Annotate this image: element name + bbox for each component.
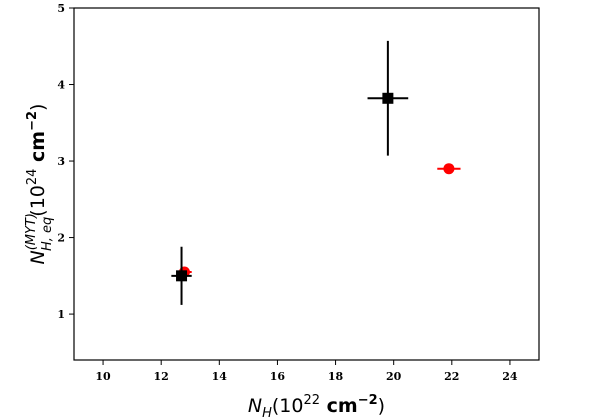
plot-frame <box>73 7 540 361</box>
y-tick-label: 2 <box>57 232 65 245</box>
data-points <box>171 40 461 305</box>
x-tick-label: 20 <box>386 370 402 383</box>
axis-labels: NH(1022 cm−2) N(MYT)H, eq(1024 cm−2) <box>24 104 385 419</box>
circle-marker <box>443 163 455 175</box>
x-tick-label: 22 <box>444 370 459 383</box>
black-square-point <box>171 246 192 305</box>
y-tick-label: 3 <box>57 155 65 168</box>
square-marker <box>176 270 188 282</box>
x-tick-label: 16 <box>270 370 286 383</box>
x-tick-label: 10 <box>95 370 111 383</box>
y-tick-label: 4 <box>57 79 65 92</box>
square-marker <box>382 92 394 104</box>
y-tick-label: 1 <box>57 308 65 321</box>
x-axis-label: NH(1022 cm−2) <box>248 393 385 419</box>
x-tick-label: 12 <box>154 370 169 383</box>
black-square-point <box>367 40 409 156</box>
x-tick-label: 14 <box>212 370 228 383</box>
y-axis-label: N(MYT)H, eq(1024 cm−2) <box>24 104 55 265</box>
y-tick-label: 5 <box>57 2 65 15</box>
x-tick-label: 18 <box>328 370 344 383</box>
red-circle-point <box>437 163 461 175</box>
x-tick-label: 24 <box>502 370 518 383</box>
